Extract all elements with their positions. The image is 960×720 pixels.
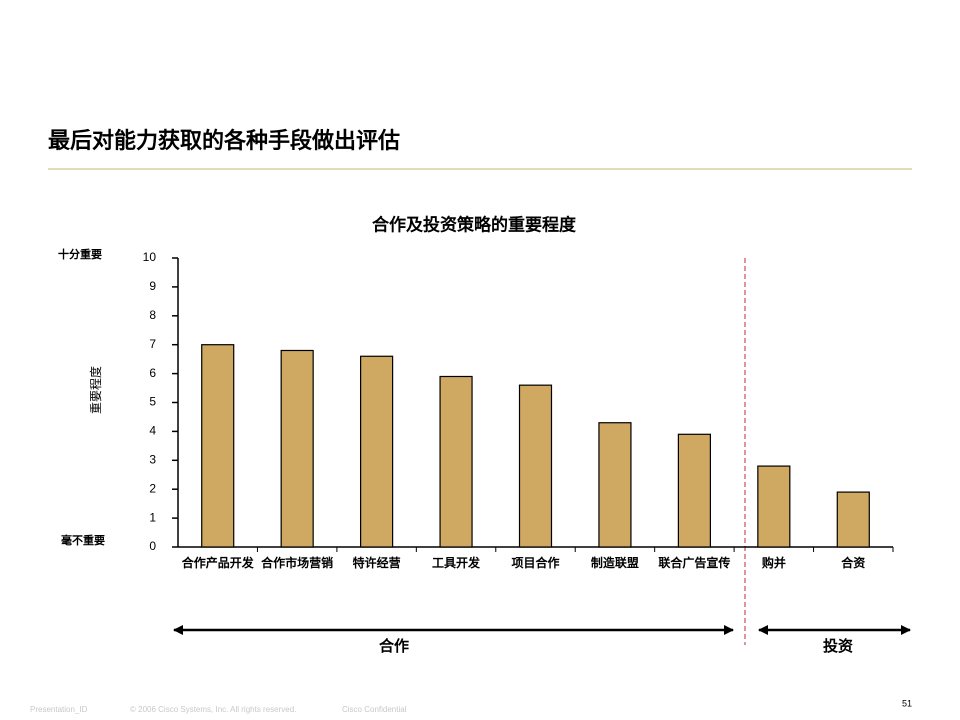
footer-copyright: © 2006 Cisco Systems, Inc. All rights re… <box>130 705 296 714</box>
bottom-annotation: 毫不重要 <box>61 533 105 547</box>
y-tick-label: 6 <box>149 366 156 380</box>
group-label: 合作 <box>378 637 409 655</box>
slide-title: 最后对能力获取的各种手段做出评估 <box>48 128 400 153</box>
x-tick-label: 合资 <box>841 555 865 570</box>
y-axis-label: 重要程度 <box>88 366 103 414</box>
y-tick-label: 0 <box>149 539 156 553</box>
x-tick-label: 制造联盟 <box>591 555 639 570</box>
bar <box>836 491 870 548</box>
bar <box>360 355 394 548</box>
x-tick-label: 工具开发 <box>432 555 481 570</box>
y-tick-label: 7 <box>149 337 156 351</box>
bar <box>201 344 235 548</box>
x-tick-label: 合作市场营销 <box>261 555 333 570</box>
group-label: 投资 <box>823 637 853 655</box>
chart-title: 合作及投资策略的重要程度 <box>372 214 577 234</box>
y-tick-label: 3 <box>149 452 156 466</box>
x-tick-label: 联合广告宣传 <box>658 555 730 570</box>
x-tick-label: 合作产品开发 <box>182 555 255 570</box>
bar <box>439 375 473 548</box>
y-tick-label: 4 <box>149 424 156 438</box>
footer-id: Presentation_ID <box>30 705 88 714</box>
top-annotation: 十分重要 <box>58 247 102 261</box>
bar <box>598 422 632 548</box>
bar <box>757 465 791 548</box>
y-tick-label: 1 <box>149 510 156 524</box>
y-tick-label: 2 <box>149 481 156 495</box>
y-tick-label: 5 <box>149 395 156 409</box>
page-number: 51 <box>902 698 912 708</box>
x-tick-label: 项目合作 <box>511 555 559 570</box>
y-tick-label: 9 <box>149 279 156 293</box>
bar <box>677 433 711 548</box>
y-tick-label: 8 <box>149 308 156 322</box>
y-tick-label: 10 <box>143 250 157 264</box>
x-tick-label: 购并 <box>762 555 786 570</box>
bar <box>518 384 553 548</box>
x-tick-label: 特许经营 <box>353 555 401 570</box>
footer-confidential: Cisco Confidential <box>342 705 407 714</box>
bar <box>280 349 314 548</box>
